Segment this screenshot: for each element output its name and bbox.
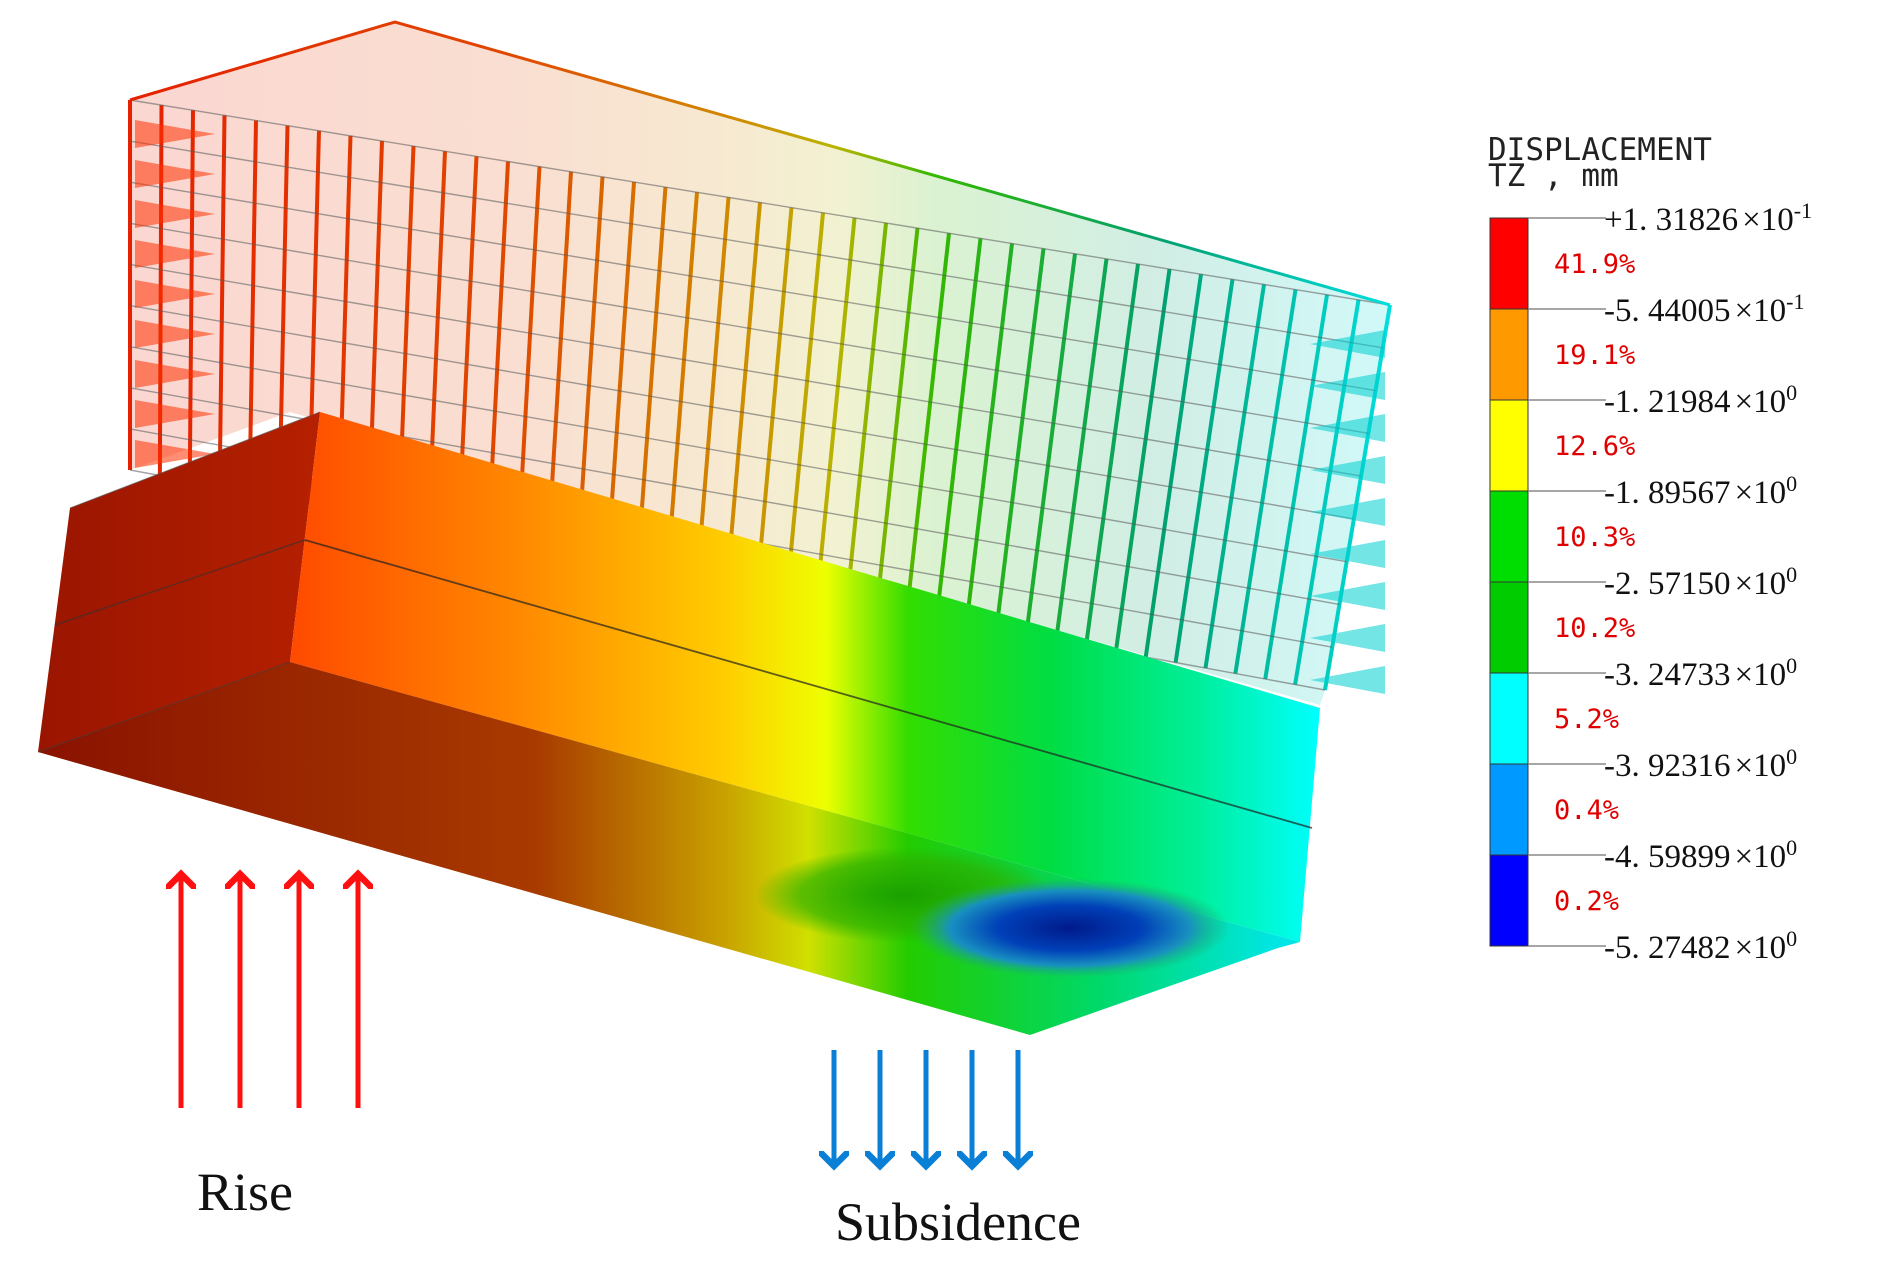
mesh-end-brace xyxy=(1310,666,1385,694)
legend-band-percent: 12.6% xyxy=(1554,431,1635,462)
legend-band xyxy=(1489,672,1529,765)
mesh-end-brace xyxy=(135,440,215,468)
mesh-column-line xyxy=(1203,284,1266,669)
legend-band xyxy=(1489,217,1529,310)
mesh-end-brace xyxy=(1310,330,1385,358)
mesh-column-line xyxy=(217,115,227,487)
mesh-floor-line xyxy=(129,345,1347,563)
mesh-end-brace xyxy=(1310,498,1385,526)
soil-block xyxy=(37,411,1320,1035)
mesh-end-brace xyxy=(135,120,215,148)
mesh-column-line xyxy=(1143,273,1203,658)
mesh-column-line xyxy=(1293,299,1361,685)
mesh-end-brace xyxy=(135,280,215,308)
mesh-column-line xyxy=(785,212,825,592)
mesh-column-line xyxy=(964,243,1014,625)
legend-title: DISPLACEMENT xyxy=(1488,132,1712,168)
mesh-column-line xyxy=(1054,258,1109,641)
legend-band-percent: 10.3% xyxy=(1554,522,1635,553)
mesh-column-line xyxy=(904,233,951,614)
subsidence-label: Subsidence xyxy=(835,1192,1081,1252)
legend-band-percent: 0.2% xyxy=(1554,886,1619,917)
legend-value: -3. 92316 ×100 xyxy=(1604,744,1797,784)
mesh-column-line xyxy=(1323,304,1392,691)
mesh-column-line xyxy=(994,248,1046,630)
mesh-floor-line xyxy=(129,181,1376,392)
legend-band-percent: 5.2% xyxy=(1554,704,1619,735)
legend-value: -5. 27482 ×100 xyxy=(1604,926,1797,966)
mesh-column-line xyxy=(247,120,258,493)
mesh-end-brace xyxy=(135,320,215,348)
legend-band-percent: 41.9% xyxy=(1554,249,1635,280)
blue-max-subsidence-zone xyxy=(910,878,1230,978)
mesh-column-line xyxy=(815,217,857,597)
block-edge xyxy=(69,411,321,509)
mesh-end-brace xyxy=(135,360,215,388)
mesh-roof-edge xyxy=(129,20,1391,307)
legend-value: -1. 89567 ×100 xyxy=(1604,471,1797,511)
legend-band xyxy=(1489,490,1529,583)
mesh-column-line xyxy=(1084,263,1140,647)
legend-values: +1. 31826 ×10-1 -5. 44005 ×10-1 -1. 21984 ×10… xyxy=(1528,198,1812,966)
side-layer-line xyxy=(54,539,306,626)
mesh-column-line xyxy=(725,202,762,581)
mesh-end-brace xyxy=(135,240,215,268)
mesh-end-brace xyxy=(1310,582,1385,610)
legend-band-percent: 10.2% xyxy=(1554,613,1635,644)
legend-band xyxy=(1489,854,1529,947)
mesh-floor-line xyxy=(129,99,1391,306)
legend-band xyxy=(1489,308,1529,401)
mesh-structure xyxy=(128,20,1392,705)
rise-label: Rise xyxy=(197,1162,293,1222)
legend-subtitle: TZ , mm xyxy=(1488,158,1619,194)
legend-color-bands: 41.9% 19.1% 12.6% 10.3% 10.2% 5.2% 0.4% 0.2% xyxy=(1489,217,1635,947)
mesh-column-line xyxy=(1173,279,1235,663)
mesh-column-line xyxy=(635,186,668,564)
mesh-floor-line xyxy=(129,222,1369,435)
legend-value: -1. 21984 ×100 xyxy=(1604,380,1797,420)
legend-value: -4. 59899 ×100 xyxy=(1604,835,1797,875)
mesh-end-brace xyxy=(1310,456,1385,484)
side-layer-line-2 xyxy=(37,661,291,753)
mesh-end-brace xyxy=(135,400,215,428)
mesh-floor-line xyxy=(129,304,1355,520)
legend-band xyxy=(1489,581,1529,674)
mesh-end-brace xyxy=(1310,372,1385,400)
mesh-end-brace xyxy=(135,200,215,228)
legend-value: +1. 31826 ×10-1 xyxy=(1604,198,1812,238)
mesh-end-brace xyxy=(1310,540,1385,568)
legend-band xyxy=(1489,763,1529,856)
mesh-end-brace xyxy=(1310,624,1385,652)
mesh-floor-line xyxy=(129,140,1383,349)
rise-arrows xyxy=(181,874,358,1108)
legend-band-percent: 19.1% xyxy=(1554,340,1635,371)
mesh-column-line xyxy=(695,197,731,575)
mesh-column-line xyxy=(606,181,636,559)
block-side-face xyxy=(38,412,320,752)
mesh-column-line xyxy=(874,227,920,608)
mesh-column-line xyxy=(755,207,794,586)
legend-value: -2. 57150 ×100 xyxy=(1604,562,1797,602)
mesh-column-line xyxy=(934,238,983,619)
block-front-face xyxy=(290,412,1320,942)
mesh-column-line xyxy=(845,222,888,603)
legend-band xyxy=(1489,399,1529,492)
mesh-end-brace xyxy=(1310,414,1385,442)
front-layer-line xyxy=(304,539,1313,829)
mesh-column-line xyxy=(1233,289,1298,674)
legend-band-percent: 0.4% xyxy=(1554,795,1619,826)
subsidence-arrows xyxy=(834,1050,1018,1166)
mesh-column-line xyxy=(1263,294,1329,680)
mesh-floor-line xyxy=(129,263,1362,477)
mesh-column-line xyxy=(1024,253,1077,636)
mesh-column-line xyxy=(665,192,699,570)
legend-value: -3. 24733 ×100 xyxy=(1604,653,1797,693)
mesh-column-line xyxy=(1113,268,1172,652)
displacement-legend: DISPLACEMENT TZ , mm 41.9% 19.1% 12.6% 10.3… xyxy=(1488,132,1812,966)
mesh-end-brace xyxy=(135,160,215,188)
legend-value: -5. 44005 ×10-1 xyxy=(1604,289,1804,329)
